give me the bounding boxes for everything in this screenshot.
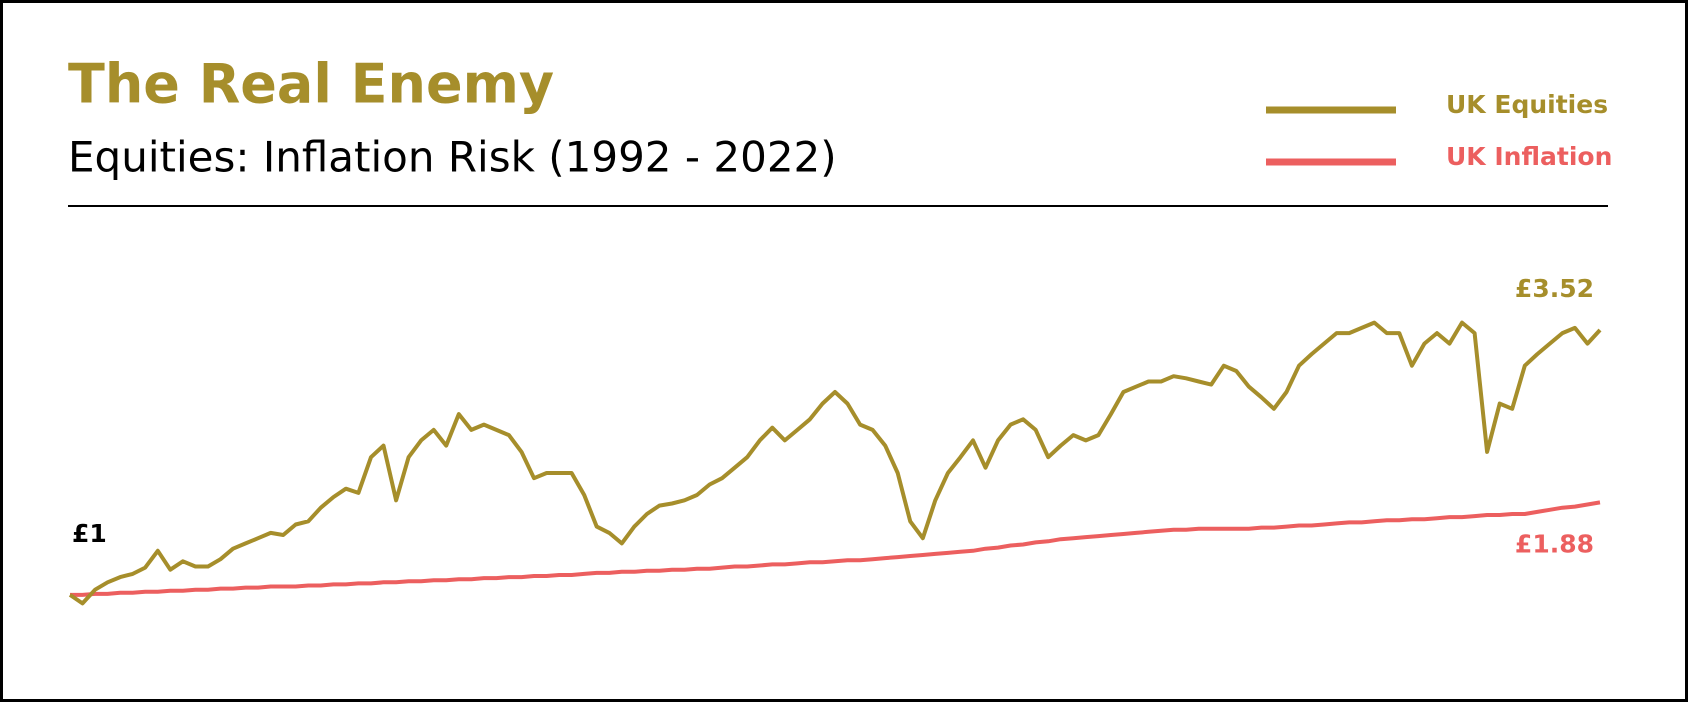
series-line [68,320,1602,606]
annotation: £1 [72,519,107,548]
chart-subtitle: Equities: Inflation Risk (1992 - 2022) [68,133,837,182]
chart-title: The Real Enemy [68,53,554,116]
legend-label: UK Inflation [1446,142,1612,171]
annotation: £1.88 [1515,529,1594,558]
series-line [70,500,1601,597]
legend-label: UK Equities [1446,90,1608,119]
annotation: £3.52 [1515,274,1594,303]
